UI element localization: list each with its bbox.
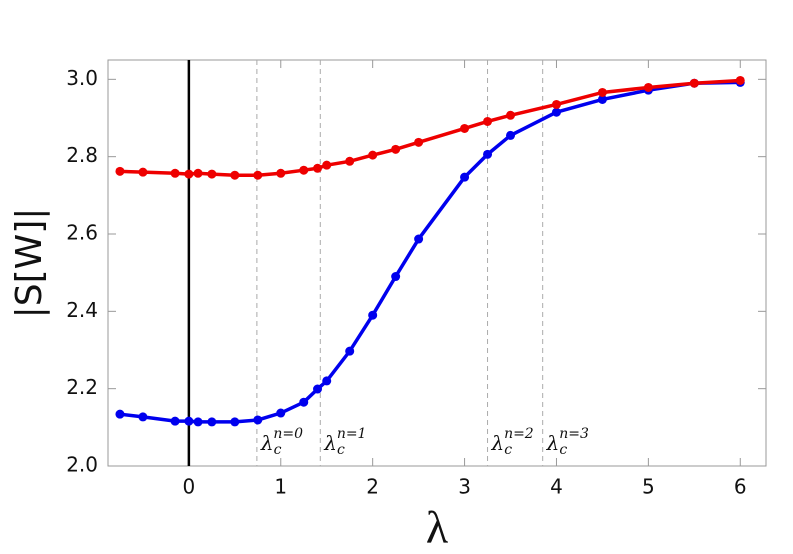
data-point	[391, 144, 401, 154]
x-tick-label: 3	[458, 475, 471, 499]
x-tick-label: 1	[274, 475, 287, 499]
data-point	[276, 408, 286, 418]
data-point	[368, 310, 378, 320]
data-point	[322, 160, 332, 170]
x-axis-label: λ	[426, 502, 449, 553]
data-point	[414, 234, 424, 244]
plot-frame	[107, 59, 767, 467]
data-point	[184, 416, 194, 426]
data-point	[207, 417, 217, 427]
y-tick-label: 2.2	[66, 375, 98, 399]
data-point	[597, 94, 607, 104]
y-tick-label: 2.0	[66, 453, 98, 477]
critical-label: λcn=0	[260, 426, 303, 458]
data-point	[115, 166, 125, 176]
data-point	[230, 417, 240, 427]
critical-sub: c	[274, 442, 282, 458]
data-point	[230, 170, 240, 180]
data-point	[253, 415, 263, 425]
critical-symbol: λ	[260, 431, 274, 455]
critical-label: λcn=1	[323, 426, 366, 458]
data-point	[313, 384, 323, 394]
y-tick-label: 2.8	[66, 143, 98, 167]
data-point	[506, 110, 516, 120]
data-point	[483, 149, 493, 159]
critical-symbol: λ	[491, 431, 505, 455]
critical-sub: c	[504, 442, 512, 458]
x-tick-label: 2	[366, 475, 379, 499]
data-point	[643, 82, 653, 92]
critical-sup: n=0	[273, 426, 303, 442]
data-point	[689, 78, 699, 88]
y-tick-label: 2.4	[66, 298, 98, 322]
data-point	[460, 172, 470, 182]
data-point	[345, 346, 355, 356]
data-point	[483, 116, 493, 126]
data-point	[299, 397, 309, 407]
data-point	[138, 412, 148, 422]
data-point	[506, 130, 516, 140]
critical-label: λcn=3	[546, 426, 589, 458]
critical-symbol: λ	[546, 431, 560, 455]
data-point	[184, 169, 194, 179]
critical-sup: n=2	[504, 426, 534, 442]
data-point	[193, 417, 203, 427]
data-point	[597, 87, 607, 97]
data-point	[193, 168, 203, 178]
data-point	[170, 416, 180, 426]
data-point	[276, 168, 286, 178]
data-point	[414, 137, 424, 147]
data-point	[299, 165, 309, 175]
x-tick-label: 6	[734, 475, 747, 499]
data-point	[170, 168, 180, 178]
x-tick-label: 4	[550, 475, 563, 499]
critical-sup: n=3	[559, 426, 589, 442]
data-point	[735, 75, 745, 85]
data-point	[322, 376, 332, 386]
x-tick-label: 0	[183, 475, 196, 499]
critical-label: λcn=2	[491, 426, 534, 458]
series-line	[119, 80, 741, 424]
critical-sup: n=1	[337, 426, 367, 442]
data-point	[391, 272, 401, 282]
critical-sub: c	[559, 442, 567, 458]
data-point	[345, 156, 355, 166]
y-tick-label: 3.0	[66, 66, 98, 90]
critical-symbol: λ	[323, 431, 337, 455]
data-point	[551, 99, 561, 109]
data-point	[115, 409, 125, 419]
x-tick-label: 5	[642, 475, 655, 499]
y-axis-label: |S[W]|	[9, 208, 50, 319]
data-point	[138, 167, 148, 177]
data-point	[368, 150, 378, 160]
y-tick-label: 2.6	[66, 221, 98, 245]
data-point	[313, 163, 323, 173]
data-point	[551, 107, 561, 117]
critical-sub: c	[337, 442, 345, 458]
series-line	[119, 78, 741, 177]
data-point	[253, 170, 263, 180]
data-point	[460, 123, 470, 133]
data-point	[207, 169, 217, 179]
